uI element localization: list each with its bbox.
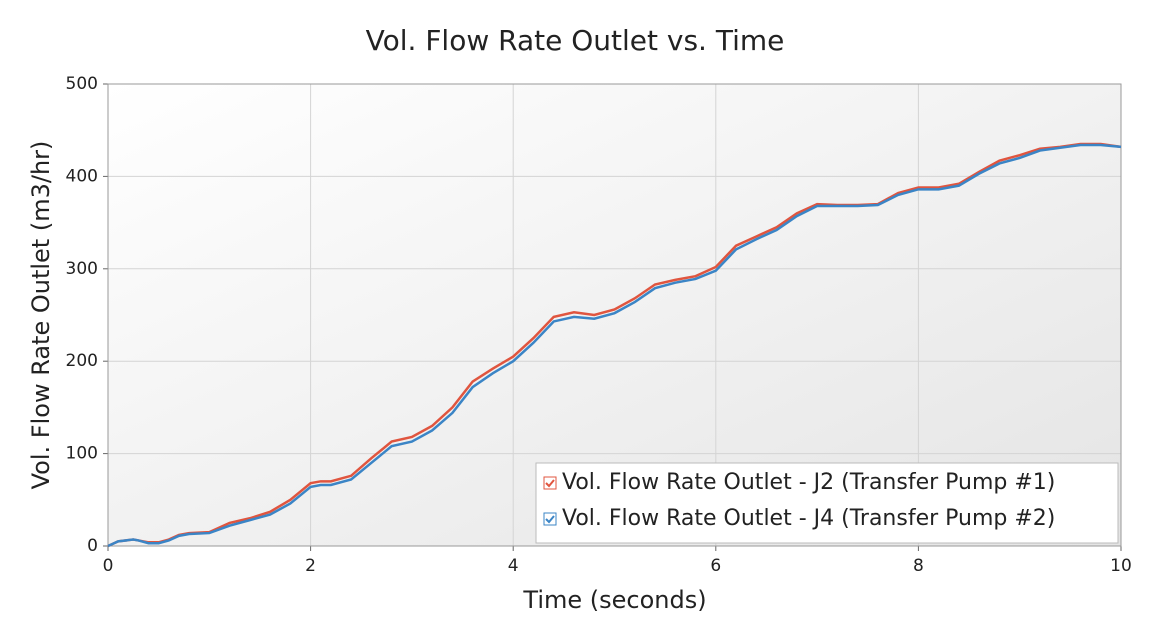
- y-tick-label: 300: [66, 259, 98, 279]
- legend-label: Vol. Flow Rate Outlet - J2 (Transfer Pum…: [562, 470, 1055, 495]
- x-tick-label: 8: [913, 556, 924, 576]
- legend-checkbox: [543, 476, 557, 490]
- legend-check: [545, 479, 555, 488]
- y-tick-label: 200: [66, 351, 98, 371]
- y-axis-label: Vol. Flow Rate Outlet (m3/hr): [27, 141, 55, 490]
- series-line: [107, 143, 1122, 548]
- plot-border: [107, 83, 1122, 547]
- x-tick-label: 2: [305, 556, 316, 576]
- legend-box: [535, 462, 1119, 544]
- legend-check: [545, 515, 555, 524]
- x-tick-label: 4: [508, 556, 519, 576]
- x-tick-label: 6: [710, 556, 721, 576]
- y-tick-label: 500: [66, 74, 98, 94]
- legend-label: Vol. Flow Rate Outlet - J4 (Transfer Pum…: [562, 506, 1055, 531]
- y-tick-label: 400: [66, 166, 98, 186]
- chart-title: Vol. Flow Rate Outlet vs. Time: [366, 24, 785, 57]
- y-tick-label: 100: [66, 444, 98, 464]
- legend-checkbox: [543, 512, 557, 526]
- y-tick-label: 0: [87, 536, 98, 556]
- x-axis-label: Time (seconds): [522, 586, 706, 614]
- x-tick-label: 10: [1110, 556, 1132, 576]
- x-tick-label: 0: [103, 556, 114, 576]
